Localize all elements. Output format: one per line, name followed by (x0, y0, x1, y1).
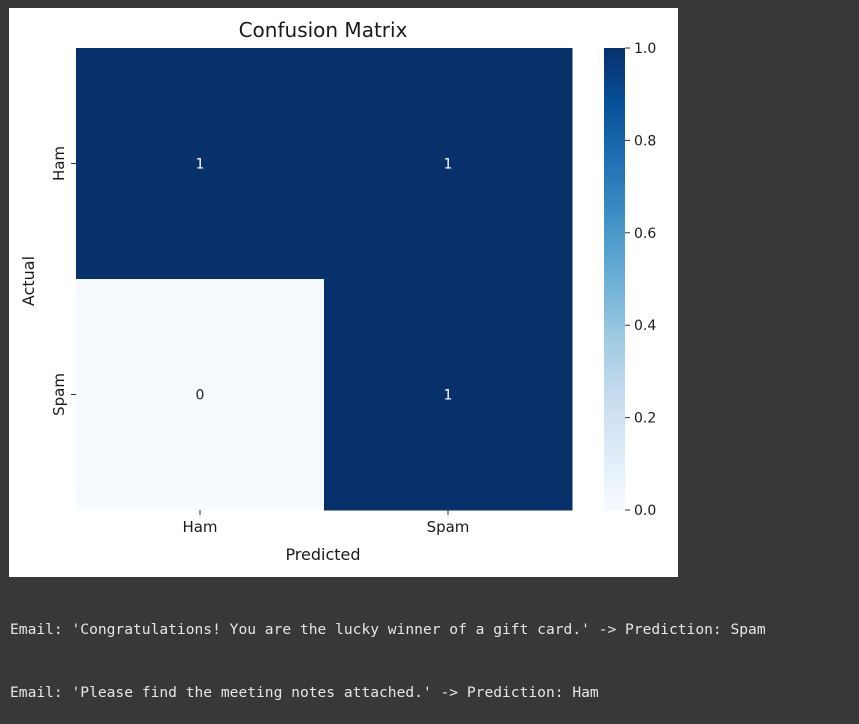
colorbar-tick-label: 0.0 (634, 503, 656, 519)
x-tick-label: Ham (182, 518, 217, 536)
colorbar (604, 48, 625, 510)
x-axis-label: Predicted (285, 545, 360, 564)
x-tick-label: Spam (427, 518, 470, 536)
y-tick-label: Ham (50, 146, 68, 181)
y-axis-label: Actual (19, 256, 38, 306)
colorbar-tick-label: 1.0 (634, 41, 656, 57)
heatmap-cell (76, 48, 325, 280)
confusion-matrix-figure: Confusion Matrix 1 1 0 1 Ham Spam Ham Spam Pr… (9, 8, 678, 577)
cell-annotation: 0 (196, 388, 205, 404)
colorbar-tick-label: 0.6 (634, 226, 656, 242)
chart-title: Confusion Matrix (239, 18, 408, 42)
colorbar-tick-label: 0.4 (634, 318, 656, 334)
confusion-matrix-chart: Confusion Matrix 1 1 0 1 Ham Spam Ham Spam Pr… (19, 18, 656, 564)
cell-annotation: 1 (444, 157, 453, 173)
output-line: Email: 'Please find the meeting notes at… (10, 684, 599, 701)
heatmap-cell (324, 48, 573, 280)
colorbar-tick-label: 0.2 (634, 411, 656, 427)
console-output: Email: 'Congratulations! You are the luc… (10, 577, 855, 724)
y-tick-label: Spam (50, 373, 68, 416)
colorbar-tick-label: 0.8 (634, 133, 656, 149)
output-line: Email: 'Congratulations! You are the luc… (10, 621, 766, 638)
heatmap-cell (76, 279, 325, 511)
cell-annotation: 1 (196, 157, 205, 173)
cell-annotation: 1 (444, 388, 453, 404)
heatmap-cell (324, 279, 573, 511)
